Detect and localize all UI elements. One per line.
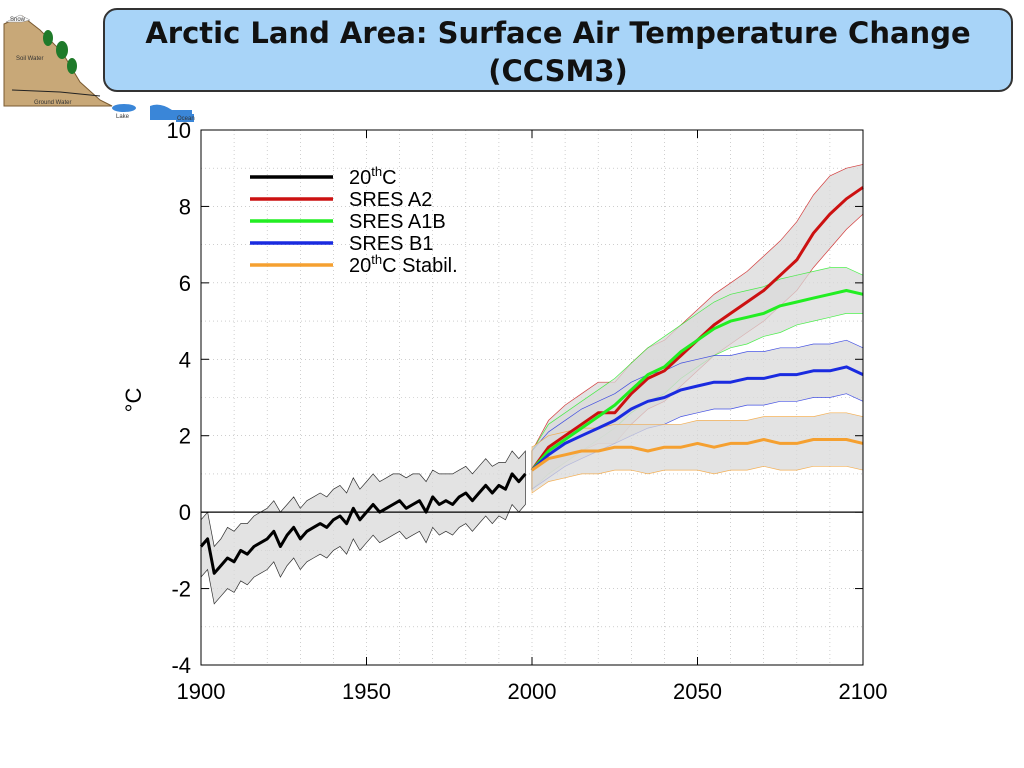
logo-label-ocean: Ocean (177, 116, 195, 122)
y-tick-label: -4 (171, 653, 191, 678)
y-tick-label: 2 (179, 424, 191, 449)
logo-label-soil-water: Soil Water (16, 56, 43, 62)
logo-label-ground-water: Ground Water (34, 100, 71, 106)
hydrology-logo: Snow Soil Water Ground Water Lake Ocean (3, 14, 195, 122)
x-tick-label: 2050 (673, 679, 722, 704)
legend-label-0: 20thC (349, 164, 397, 189)
y-tick-label: -2 (171, 577, 191, 602)
series-line-4 (531, 438, 864, 472)
series-line-2 (530, 289, 864, 472)
lake-shape (112, 104, 136, 112)
x-tick-label: 1950 (342, 679, 391, 704)
ocean-tag (176, 114, 194, 122)
envelope-layer (200, 163, 864, 605)
title-line-1: Arctic Land Area: Surface Air Temperatur… (145, 16, 971, 50)
envelope-0 (200, 450, 526, 605)
x-tick-label: 1900 (177, 679, 226, 704)
axis-layer: 1900 1950 2000 2050 2100 -4 -2 0 2 4 6 8 10 °C (121, 118, 887, 704)
tree-icon (43, 30, 77, 74)
y-tick-label: 6 (179, 271, 191, 296)
x-tick-label: 2000 (508, 679, 557, 704)
logo-label-lake: Lake (116, 114, 130, 120)
y-tick-label: 4 (179, 347, 191, 372)
arrow-icon (11, 89, 101, 97)
y-axis-label: °C (121, 388, 146, 413)
legend-label-3: SRES B1 (349, 233, 433, 255)
series-layer (199, 186, 864, 575)
y-tick-label: 10 (167, 118, 191, 143)
title-box: Arctic Land Area: Surface Air Temperatur… (103, 8, 1013, 92)
series-line-3 (530, 365, 864, 472)
snow-cap (5, 14, 31, 23)
y-tick-label: 8 (179, 194, 191, 219)
title-line-2: (CCSM3) (488, 54, 628, 88)
legend-label-2: SRES A1B (349, 211, 446, 233)
logo-label-snow: Snow (10, 17, 26, 23)
x-tick-label: 2100 (839, 679, 888, 704)
legend-label-4: 20thC Stabil. (349, 252, 458, 277)
legend-label-1: SRES A2 (349, 189, 432, 211)
y-tick-label: 0 (179, 500, 191, 525)
series-line-0 (199, 472, 527, 575)
